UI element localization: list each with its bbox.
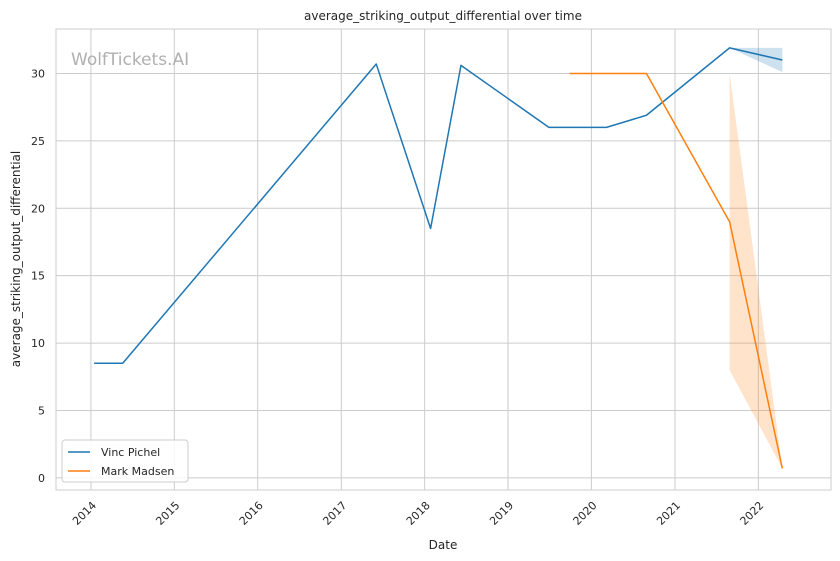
legend-box xyxy=(61,439,189,483)
y-tick-label: 10 xyxy=(31,337,45,350)
x-tick-label: 2019 xyxy=(487,499,516,528)
chart-title: average_striking_output_differential ove… xyxy=(304,9,582,23)
confidence-band-vinc-pichel xyxy=(729,47,783,73)
legend-label-vinc-pichel: Vinc Pichel xyxy=(101,446,160,459)
y-tick-label: 25 xyxy=(31,135,45,148)
legend-label-mark-madsen: Mark Madsen xyxy=(101,465,174,478)
x-axis-title: Date xyxy=(429,538,458,552)
x-tick-label: 2017 xyxy=(320,499,349,528)
series-lines xyxy=(94,47,784,469)
y-tick-label: 15 xyxy=(31,270,45,283)
y-axis-title: average_striking_output_differential xyxy=(9,151,23,367)
y-tick-label: 5 xyxy=(38,404,45,417)
watermark-text: WolfTickets.AI xyxy=(71,50,189,70)
series-line-vinc-pichel xyxy=(94,47,783,365)
x-tick-label: 2021 xyxy=(654,499,683,528)
y-tick-label: 30 xyxy=(31,67,45,80)
y-tick-label: 0 xyxy=(38,472,45,485)
x-tick-label: 2018 xyxy=(404,499,433,528)
confidence-band-mark-madsen xyxy=(729,73,783,469)
y-tick-labels: 0 5 10 15 20 25 30 xyxy=(31,67,45,484)
x-tick-label: 2015 xyxy=(153,499,182,528)
series-line-mark-madsen xyxy=(569,72,784,469)
x-tick-labels: 2014 2015 2016 2017 2018 2019 2020 2021 2022 xyxy=(70,499,766,528)
y-tick-label: 20 xyxy=(31,202,45,215)
x-tick-label: 2014 xyxy=(70,499,99,528)
legend: Vinc Pichel Mark Madsen xyxy=(61,439,189,483)
x-tick-label: 2022 xyxy=(737,499,766,528)
plot-area-frame xyxy=(55,28,832,491)
x-tick-label: 2020 xyxy=(571,499,600,528)
x-tick-label: 2016 xyxy=(237,499,266,528)
grid-lines xyxy=(56,29,831,490)
confidence-bands xyxy=(729,47,783,469)
